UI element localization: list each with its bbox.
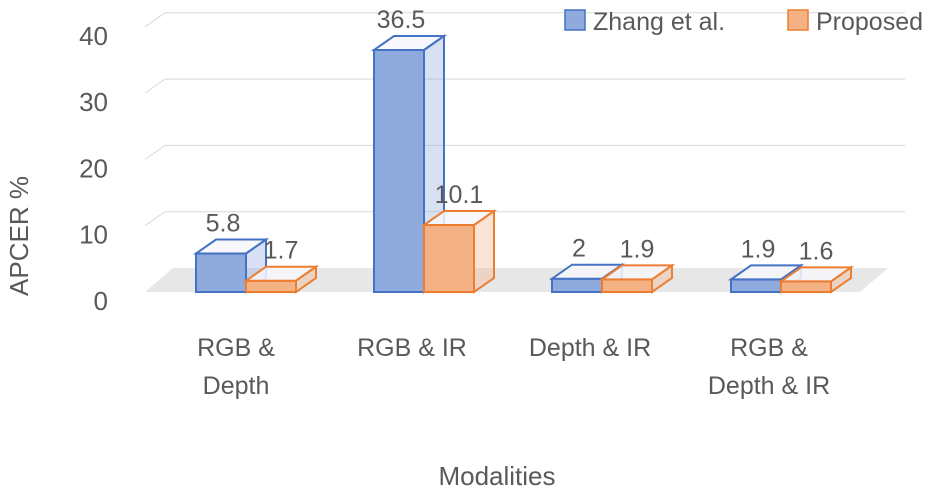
chart-floor — [145, 268, 888, 292]
gridlines — [144, 12, 905, 227]
bar-front — [551, 277, 603, 293]
legend-label: Zhang et al. — [593, 8, 725, 36]
y-tick-label: 0 — [94, 286, 108, 316]
data-label: 10.1 — [435, 181, 484, 209]
category-label: Depth & IR — [708, 372, 830, 400]
bar-front — [601, 278, 653, 294]
bar-1-2 — [598, 263, 676, 294]
data-label: 1.7 — [264, 237, 299, 265]
y-axis-title: APCER % — [4, 176, 34, 296]
gridline-edge — [144, 211, 166, 227]
data-label: 2 — [572, 235, 586, 263]
gridline-edge — [144, 12, 166, 28]
data-label: 5.8 — [206, 210, 241, 238]
data-labels: 5.8 36.5 2 1.9 1.7 10.1 1.9 1.6 — [206, 6, 834, 265]
gridline-edge — [144, 144, 166, 160]
legend-swatch — [787, 9, 809, 31]
y-tick-label: 10 — [79, 220, 108, 250]
data-label: 1.9 — [620, 235, 655, 263]
bars — [192, 34, 855, 294]
bar-front — [195, 252, 247, 294]
bar-front — [423, 224, 475, 293]
data-label: 1.6 — [799, 237, 834, 265]
bar-side — [295, 264, 317, 294]
bar-side — [830, 265, 852, 294]
category-labels: RGB & Depth RGB & IR Depth & IR RGB & Depth &… — [197, 334, 830, 400]
x-axis-title: Modalities — [438, 461, 555, 491]
bar-1-0 — [242, 264, 320, 294]
category-label: RGB & — [197, 334, 275, 362]
category-label: RGB & IR — [357, 334, 467, 362]
data-label: 1.9 — [741, 235, 776, 263]
bar-side — [473, 209, 495, 294]
legend-label: Proposed — [816, 8, 923, 36]
y-tick-label: 20 — [79, 153, 108, 183]
data-label: 36.5 — [377, 6, 426, 34]
y-tick-label: 40 — [79, 21, 108, 51]
bar-1-3 — [777, 265, 855, 294]
legend-swatch — [564, 9, 586, 31]
bar-side — [651, 263, 673, 294]
y-axis-ticks: 0 10 20 30 40 — [79, 21, 108, 316]
bar-front — [245, 279, 297, 294]
y-tick-label: 30 — [79, 87, 108, 117]
bar-front — [730, 278, 782, 294]
category-label: RGB & — [730, 334, 808, 362]
category-label: Depth & IR — [529, 334, 651, 362]
gridline-edge — [144, 78, 166, 94]
bar-front — [780, 280, 832, 293]
bar-front — [373, 49, 425, 293]
legend: Zhang et al. Proposed — [564, 8, 923, 36]
bar-1-1 — [420, 209, 498, 294]
category-label: Depth — [203, 372, 270, 400]
